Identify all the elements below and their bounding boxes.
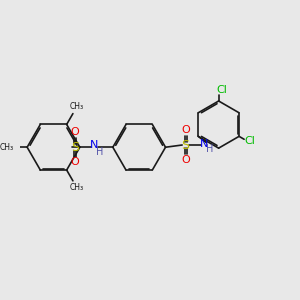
Text: H: H: [206, 144, 213, 154]
Text: O: O: [181, 155, 190, 165]
Text: CH₃: CH₃: [0, 143, 14, 152]
Text: S: S: [71, 141, 79, 154]
Text: H: H: [96, 147, 104, 157]
Text: O: O: [181, 125, 190, 135]
Text: N: N: [200, 139, 208, 148]
Text: Cl: Cl: [216, 85, 227, 95]
Text: Cl: Cl: [245, 136, 256, 146]
Text: S: S: [182, 139, 190, 152]
Text: O: O: [71, 157, 80, 167]
Text: CH₃: CH₃: [70, 183, 84, 192]
Text: O: O: [71, 127, 80, 137]
Text: CH₃: CH₃: [70, 102, 84, 111]
Text: N: N: [90, 140, 99, 150]
